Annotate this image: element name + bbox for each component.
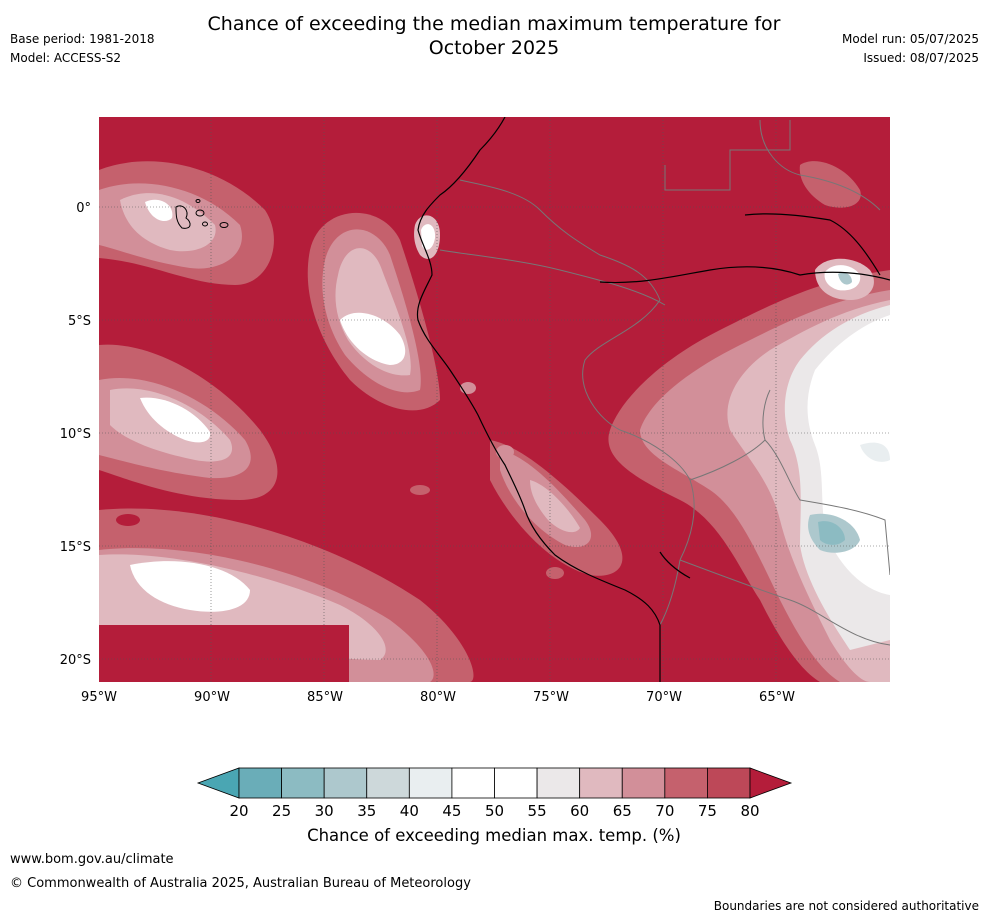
colorbar-cell	[664, 767, 708, 799]
coastline	[416, 117, 890, 682]
country-borders	[439, 119, 890, 646]
title-line-2: October 2025	[428, 37, 560, 59]
colorbar-cell	[579, 767, 623, 799]
map-field	[99, 117, 890, 682]
colorbar-cell	[536, 767, 581, 799]
lon-tick-label: 65°W	[759, 690, 795, 705]
title-line-1: Chance of exceeding the median maximum t…	[207, 13, 781, 35]
lon-tick-label: 95°W	[81, 690, 117, 705]
colorbar-tick-label: 75	[698, 802, 717, 820]
colorbar-tick-label: 65	[613, 802, 632, 820]
lon-tick-labels: 95°W 90°W 85°W 80°W 75°W 70°W 65°W	[81, 690, 795, 705]
lat-tick-label: 0°	[76, 201, 91, 216]
lat-tick-label: 20°S	[60, 653, 91, 668]
colorbar-tick-label: 20	[229, 802, 248, 820]
colorbar-tick-label: 60	[570, 802, 589, 820]
model-run-text: Model run: 05/07/2025	[841, 32, 979, 46]
lon-tick-label: 75°W	[533, 690, 569, 705]
colorbar-tick-label: 40	[400, 802, 419, 820]
colorbar-cell	[366, 767, 410, 799]
lon-tick-label: 80°W	[420, 690, 456, 705]
colorbar-cell	[707, 767, 751, 799]
colorbar-over-arrow	[749, 767, 793, 799]
colorbar-cells	[238, 767, 751, 799]
colorbar-tick-label: 35	[357, 802, 376, 820]
colorbar-under-arrow	[196, 767, 240, 799]
colorbar-tick-label: 50	[485, 802, 504, 820]
source-url[interactable]: www.bom.gov.au/climate	[10, 852, 174, 867]
colorbar-tick-label: 70	[655, 802, 674, 820]
colorbar-cell	[323, 767, 368, 799]
graticule	[99, 117, 890, 682]
colorbar-tick-label: 80	[740, 802, 759, 820]
base-period-text: Base period: 1981-2018	[10, 32, 155, 46]
lon-tick-label: 85°W	[307, 690, 343, 705]
lat-tick-label: 15°S	[60, 540, 91, 555]
lon-tick-label: 70°W	[646, 690, 682, 705]
colorbar-tick-label: 45	[442, 802, 461, 820]
colorbar-cell	[451, 767, 495, 799]
colorbar-cell	[238, 767, 282, 799]
colorbar-tick-label: 30	[315, 802, 334, 820]
lat-tick-label: 10°S	[60, 427, 91, 442]
colorbar-label: Chance of exceeding median max. temp. (%…	[307, 826, 681, 845]
disclaimer-text: Boundaries are not considered authoritat…	[713, 899, 979, 913]
colorbar-cell	[494, 767, 538, 799]
colorbar-cell	[621, 767, 666, 799]
issued-text: Issued: 08/07/2025	[863, 51, 979, 65]
model-text: Model: ACCESS-S2	[10, 51, 122, 65]
page-title: Chance of exceeding the median maximum t…	[0, 12, 988, 60]
lon-tick-label: 90°W	[194, 690, 230, 705]
colorbar-tick-label: 25	[272, 802, 291, 820]
lat-tick-label: 5°S	[68, 314, 91, 329]
colorbar-tick-labels: 20 25 30 35 40 45 50 55 60 65 70 75 80	[229, 802, 759, 820]
lat-tick-labels: 0° 5°S 10°S 15°S 20°S	[60, 201, 91, 668]
copyright-text: © Commonwealth of Australia 2025, Austra…	[10, 876, 471, 891]
colorbar-cell	[281, 767, 325, 799]
galapagos-islands	[175, 199, 229, 229]
colorbar-cell	[408, 767, 453, 799]
colorbar: 20 25 30 35 40 45 50 55 60 65 70 75 80	[196, 767, 793, 820]
colorbar-tick-label: 55	[528, 802, 547, 820]
